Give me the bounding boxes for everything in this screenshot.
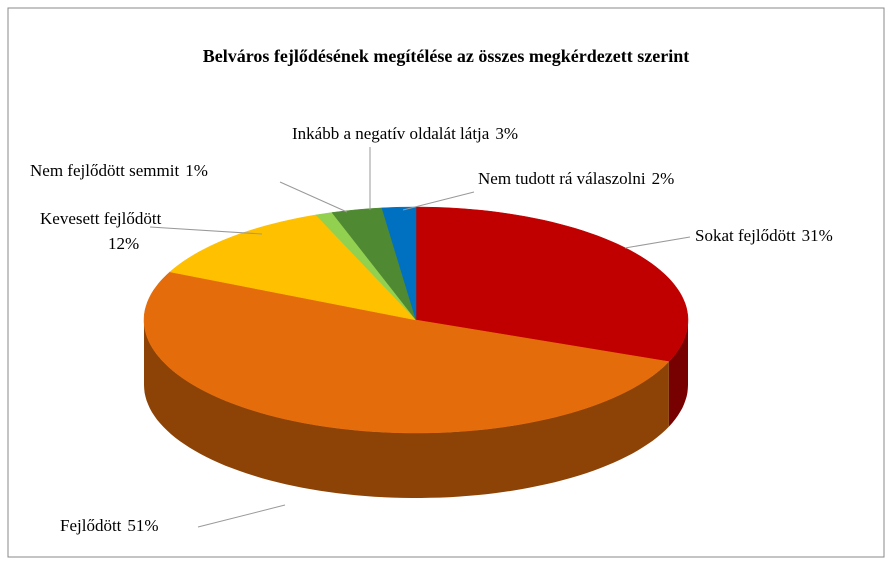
slice — [169, 214, 417, 321]
leader-line — [279, 181, 348, 213]
slice-category: Sokat fejlődött — [695, 226, 796, 245]
slice-label: Nem tudott rá válaszolni 2% — [478, 169, 674, 188]
slice-value-label: 12% — [108, 234, 139, 253]
slice-side — [668, 320, 688, 427]
slice-label: Sokat fejlődött 31% — [695, 226, 833, 245]
slice — [415, 206, 689, 362]
slice-label: Fejlődött 51% — [60, 516, 159, 535]
slice — [143, 271, 670, 434]
slice-value-label: 51% — [127, 516, 158, 535]
slice-category: Fejlődött — [60, 516, 122, 535]
slice-value-label: 31% — [802, 226, 833, 245]
leader-line — [149, 226, 263, 235]
leader-line — [624, 236, 691, 249]
slice-label: Kevesett fejlődött — [40, 209, 162, 228]
chart-title: Belváros fejlődésének megítélése az össz… — [203, 46, 690, 66]
slice-value-label: 3% — [495, 124, 518, 143]
slice-side — [144, 320, 669, 498]
slice-label: Nem fejlődött semmit 1% — [30, 161, 208, 180]
leader-line — [402, 191, 475, 211]
slice-value-label: 2% — [652, 169, 675, 188]
slice-category: Nem fejlődött semmit — [30, 161, 179, 180]
slice-value-label: 1% — [185, 161, 208, 180]
slice-category: Inkább a negatív oldalát látja — [292, 124, 490, 143]
slice-category: Nem tudott rá válaszolni — [478, 169, 646, 188]
slice — [331, 207, 417, 321]
slice-label: Inkább a negatív oldalát látja 3% — [292, 124, 518, 143]
leader-line — [197, 504, 286, 528]
